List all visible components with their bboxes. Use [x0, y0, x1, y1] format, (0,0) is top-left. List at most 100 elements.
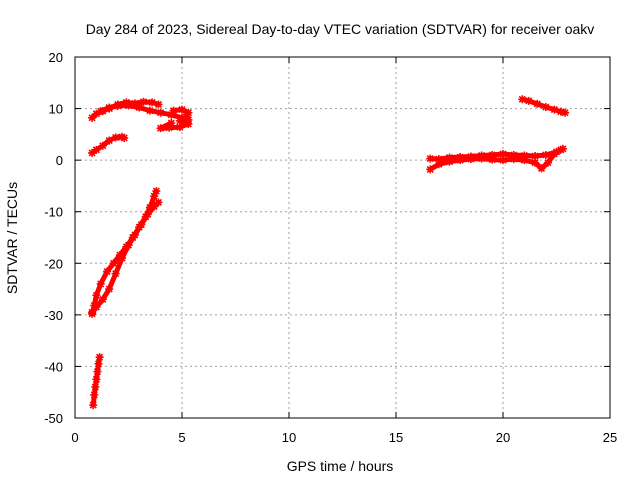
data-point — [556, 107, 565, 116]
data-point — [105, 136, 114, 145]
y-tick-label: -20 — [44, 256, 63, 271]
data-point — [434, 155, 443, 164]
data-point — [150, 192, 159, 201]
x-tick-label: 20 — [496, 430, 510, 445]
data-point — [456, 156, 465, 165]
data-point — [92, 109, 101, 118]
data-point — [167, 119, 176, 128]
y-tick-label: -50 — [44, 411, 63, 426]
x-tick-label: 25 — [603, 430, 617, 445]
x-tick-label: 0 — [71, 430, 78, 445]
data-point — [169, 106, 178, 115]
y-axis-label: SDTVAR / TECUs — [4, 182, 20, 294]
data-point — [92, 375, 101, 384]
data-point — [118, 254, 127, 263]
data-point — [105, 103, 114, 112]
data-point — [434, 160, 443, 169]
data-series — [96, 101, 193, 124]
y-tick-label: -30 — [44, 308, 63, 323]
data-point — [148, 98, 157, 107]
data-point — [96, 279, 105, 288]
data-point — [550, 105, 559, 114]
data-point — [182, 112, 191, 121]
data-point — [124, 241, 133, 250]
data-series — [89, 353, 104, 410]
data-point — [167, 110, 176, 119]
plot-area — [88, 95, 570, 410]
data-series — [88, 198, 163, 317]
data-point — [561, 108, 570, 117]
y-tick-label: -10 — [44, 205, 63, 220]
data-series — [88, 132, 129, 157]
data-point — [135, 103, 144, 112]
data-point — [93, 367, 102, 376]
data-point — [537, 164, 546, 173]
data-point — [92, 303, 101, 312]
data-point — [509, 150, 518, 159]
data-point — [137, 220, 146, 229]
data-point — [130, 99, 139, 108]
data-point — [178, 105, 186, 114]
data-point — [89, 401, 98, 410]
data-point — [98, 141, 107, 150]
data-point — [524, 96, 533, 105]
data-series — [156, 105, 193, 133]
data-point — [124, 101, 133, 110]
data-point — [145, 106, 154, 115]
y-tick-label: 10 — [49, 102, 63, 117]
x-tick-label: 15 — [389, 430, 403, 445]
data-point — [109, 259, 118, 268]
data-point — [184, 120, 193, 129]
data-point — [92, 145, 101, 154]
data-point — [541, 150, 550, 159]
plot-frame — [74, 56, 611, 419]
data-point — [550, 149, 559, 158]
data-point — [520, 156, 529, 165]
data-point — [541, 103, 550, 112]
data-point — [165, 123, 174, 132]
data-point — [90, 390, 99, 399]
data-point — [111, 133, 120, 142]
y-tick-label: 20 — [49, 50, 63, 65]
data-point — [143, 210, 152, 219]
data-point — [488, 150, 497, 159]
x-tick-label: 5 — [178, 430, 185, 445]
data-point — [95, 353, 104, 362]
data-series — [518, 95, 570, 117]
data-point — [466, 155, 475, 164]
data-point — [175, 116, 184, 125]
data-point — [92, 291, 101, 300]
data-point — [98, 295, 107, 304]
data-point — [556, 145, 565, 154]
data-point — [145, 203, 154, 212]
data-point — [543, 158, 552, 167]
data-point — [130, 230, 139, 239]
data-point — [139, 97, 148, 106]
data-point — [120, 133, 129, 142]
data-series — [426, 145, 565, 174]
data-point — [88, 308, 97, 317]
data-point — [154, 100, 163, 109]
data-point — [518, 95, 527, 104]
data-point — [520, 151, 529, 160]
data-point — [103, 267, 112, 276]
y-tick-label: 0 — [56, 153, 63, 168]
series-band — [158, 107, 191, 131]
data-point — [426, 165, 435, 174]
data-point — [111, 269, 120, 278]
data-point — [113, 101, 122, 110]
data-point — [156, 108, 165, 117]
axis-ticks: 0 5 10 15 20 25 20 10 0 -10 -20 -30 -40 -50 — [44, 50, 617, 445]
data-point — [499, 149, 507, 158]
series-band — [98, 103, 191, 123]
data-point — [94, 359, 103, 368]
data-point — [88, 113, 97, 122]
data-point — [533, 99, 542, 108]
chart-title: Day 284 of 2023, Sidereal Day-to-day VTE… — [86, 21, 595, 37]
data-point — [156, 124, 165, 133]
data-point — [184, 108, 193, 117]
data-point — [477, 154, 486, 163]
data-point — [154, 198, 163, 207]
data-point — [445, 153, 454, 162]
